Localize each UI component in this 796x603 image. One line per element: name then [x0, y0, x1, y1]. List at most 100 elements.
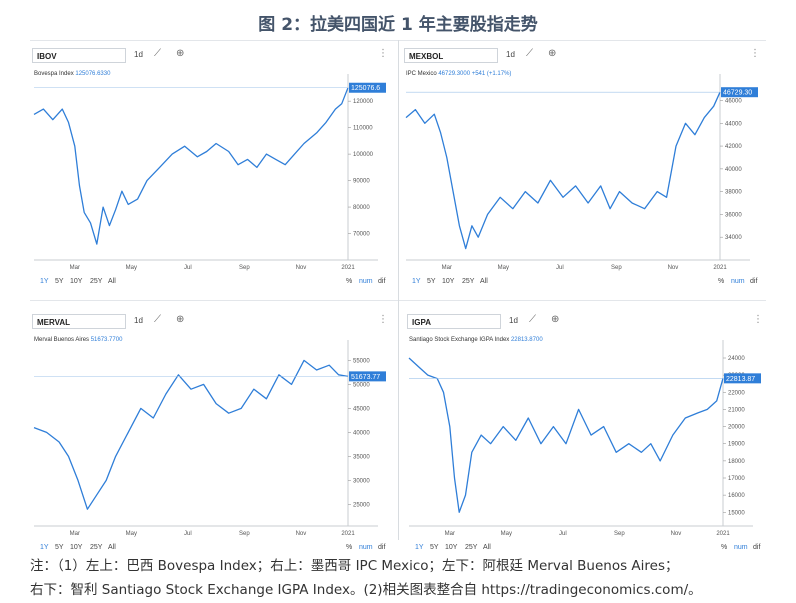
- range-button-10y[interactable]: 10Y: [442, 278, 455, 285]
- num-button[interactable]: num: [359, 278, 373, 285]
- y-tick-label: 55000: [353, 358, 370, 364]
- series-line: [408, 357, 724, 513]
- symbol-input[interactable]: IBOV: [32, 48, 126, 63]
- line-chart: Bovespa Index 125076.6330 70000 80000 90000…: [33, 71, 386, 271]
- x-tick-label: 2021: [716, 531, 730, 537]
- panel-igpa: IGPA 1d ⟋ ⊕ ⋮ Santiago Stock Exchange IGPA In…: [405, 312, 767, 562]
- num-button[interactable]: num: [359, 544, 373, 551]
- line-chart-icon[interactable]: ⟋: [526, 48, 533, 59]
- y-tick-label: 17000: [728, 476, 745, 482]
- range-button-all[interactable]: All: [108, 544, 116, 551]
- y-tick-label: 15000: [728, 510, 745, 516]
- series-line: [405, 91, 721, 250]
- x-tick-label: Mar: [445, 531, 455, 537]
- line-chart-icon[interactable]: ⟋: [529, 314, 536, 325]
- x-tick-label: May: [501, 531, 512, 537]
- line-chart: Merval Buenos Aires 51673.7700 25000 30000…: [33, 337, 386, 537]
- plus-circle-icon[interactable]: ⊕: [176, 48, 185, 59]
- line-chart-icon[interactable]: ⟋: [154, 48, 161, 59]
- symbol-input[interactable]: IGPA: [407, 314, 501, 329]
- y-tick-label: 120000: [353, 99, 374, 105]
- plus-circle-icon[interactable]: ⊕: [551, 314, 560, 325]
- x-tick-label: May: [126, 531, 137, 537]
- plus-circle-icon[interactable]: ⊕: [176, 314, 185, 325]
- y-tick-label: 25000: [353, 502, 370, 508]
- last-value-label: 125076.6: [351, 85, 380, 92]
- symbol-input[interactable]: MEXBOL: [404, 48, 498, 63]
- kebab-icon[interactable]: ⋮: [750, 48, 760, 59]
- range-button-all[interactable]: All: [480, 278, 488, 285]
- range-button-1y[interactable]: 1Y: [415, 544, 424, 551]
- range-button-5y[interactable]: 5Y: [55, 544, 64, 551]
- chart-toolbar: MERVAL 1d ⟋ ⊕ ⋮: [30, 312, 392, 334]
- range-button-10y[interactable]: 10Y: [70, 544, 83, 551]
- interval-button[interactable]: 1d: [134, 316, 143, 325]
- y-tick-label: 20000: [728, 425, 745, 431]
- kebab-icon[interactable]: ⋮: [378, 314, 388, 325]
- x-tick-label: Jul: [559, 531, 567, 537]
- legend-name: Bovespa Index: [34, 71, 75, 77]
- range-button-25y[interactable]: 25Y: [465, 544, 478, 551]
- range-button-10y[interactable]: 10Y: [70, 278, 83, 285]
- percent-button[interactable]: %: [721, 544, 728, 551]
- legend-entry: Santiago Stock Exchange IGPA Index 22813…: [409, 337, 543, 343]
- y-tick-label: 90000: [353, 179, 370, 185]
- last-value-badge: [721, 87, 758, 98]
- x-tick-label: Nov: [668, 265, 679, 271]
- dif-button[interactable]: dif: [378, 544, 386, 551]
- chart-toolbar: IGPA 1d ⟋ ⊕ ⋮: [405, 312, 767, 334]
- dif-button[interactable]: dif: [750, 278, 758, 285]
- y-tick-label: 30000: [353, 478, 370, 484]
- dif-button[interactable]: dif: [378, 278, 386, 285]
- x-tick-label: Jul: [184, 265, 192, 271]
- symbol-input[interactable]: MERVAL: [32, 314, 126, 329]
- x-tick-label: Jul: [556, 265, 564, 271]
- y-tick-label: 40000: [353, 430, 370, 436]
- percent-button[interactable]: %: [346, 544, 353, 551]
- y-tick-label: 44000: [725, 121, 742, 127]
- chart-toolbar: MEXBOL 1d ⟋ ⊕ ⋮: [402, 46, 764, 68]
- x-tick-label: 2021: [341, 531, 355, 537]
- plus-circle-icon[interactable]: ⊕: [548, 48, 557, 59]
- last-value-badge: [724, 373, 761, 384]
- line-chart-icon[interactable]: ⟋: [154, 314, 161, 325]
- num-button[interactable]: num: [734, 544, 748, 551]
- dif-button[interactable]: dif: [753, 544, 761, 551]
- line-chart: IPC Mexico 46729.3000 +541 (+1.17%) 34000…: [405, 71, 758, 271]
- percent-button[interactable]: %: [346, 278, 353, 285]
- kebab-icon[interactable]: ⋮: [378, 48, 388, 59]
- x-tick-label: Nov: [296, 265, 307, 271]
- x-tick-label: Nov: [671, 531, 682, 537]
- x-tick-label: Sep: [239, 265, 250, 271]
- range-button-25y[interactable]: 25Y: [462, 278, 475, 285]
- range-button-25y[interactable]: 25Y: [90, 544, 103, 551]
- range-button-25y[interactable]: 25Y: [90, 278, 103, 285]
- range-button-1y[interactable]: 1Y: [40, 278, 49, 285]
- legend-value: 51673.7700: [91, 337, 123, 343]
- interval-button[interactable]: 1d: [506, 50, 515, 59]
- interval-button[interactable]: 1d: [134, 50, 143, 59]
- x-tick-label: Mar: [70, 265, 80, 271]
- num-button[interactable]: num: [731, 278, 745, 285]
- range-button-5y[interactable]: 5Y: [55, 278, 64, 285]
- range-button-all[interactable]: All: [108, 278, 116, 285]
- x-tick-label: May: [498, 265, 509, 271]
- x-tick-label: 2021: [341, 265, 355, 271]
- x-tick-label: Jul: [184, 531, 192, 537]
- range-button-10y[interactable]: 10Y: [445, 544, 458, 551]
- kebab-icon[interactable]: ⋮: [753, 314, 763, 325]
- interval-button[interactable]: 1d: [509, 316, 518, 325]
- vertical-divider: [398, 40, 399, 540]
- range-button-5y[interactable]: 5Y: [430, 544, 439, 551]
- range-button-all[interactable]: All: [483, 544, 491, 551]
- percent-button[interactable]: %: [718, 278, 725, 285]
- footnote-line-2: 右下：智利 Santiago Stock Exchange IGPA Index…: [30, 582, 702, 598]
- y-tick-label: 24000: [728, 356, 745, 362]
- legend-entry: Merval Buenos Aires 51673.7700: [34, 337, 123, 343]
- footnote-line-1: 注：（1）左上：巴西 Bovespa Index；右上：墨西哥 IPC Mexi…: [30, 558, 679, 574]
- range-button-1y[interactable]: 1Y: [40, 544, 49, 551]
- range-button-5y[interactable]: 5Y: [427, 278, 436, 285]
- range-button-1y[interactable]: 1Y: [412, 278, 421, 285]
- y-tick-label: 80000: [353, 205, 370, 211]
- last-value-label: 22813.87: [726, 376, 755, 383]
